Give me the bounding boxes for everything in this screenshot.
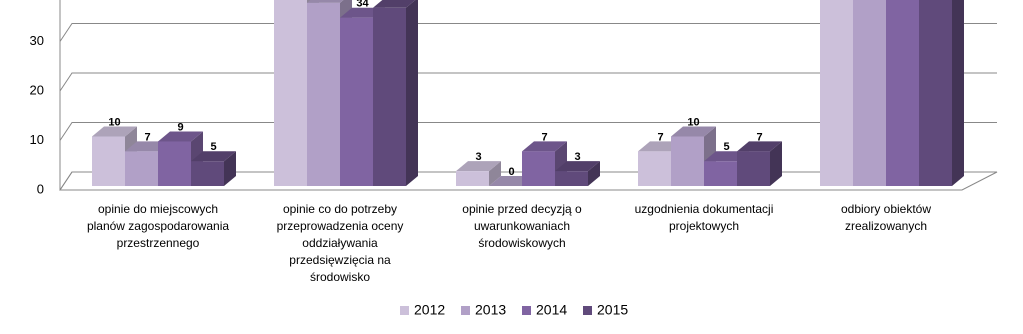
bar bbox=[919, 0, 952, 186]
value-label: 10 bbox=[687, 116, 699, 128]
bar bbox=[92, 136, 125, 186]
bar-side bbox=[770, 141, 782, 186]
bar bbox=[125, 151, 158, 186]
bar-top bbox=[555, 161, 600, 172]
bar bbox=[820, 0, 853, 186]
grid-line bbox=[59, 23, 997, 42]
legend-label: 2012 bbox=[414, 302, 445, 318]
legend-swatch bbox=[583, 306, 592, 315]
value-label: 5 bbox=[210, 141, 216, 153]
bar-top bbox=[671, 126, 716, 137]
legend-swatch bbox=[461, 306, 470, 315]
bar bbox=[456, 171, 489, 186]
bar bbox=[307, 2, 340, 186]
bar-top bbox=[191, 151, 236, 162]
value-label: 7 bbox=[657, 131, 663, 143]
bar-top bbox=[737, 141, 782, 152]
value-label: 7 bbox=[541, 131, 547, 143]
y-tick-label: 30 bbox=[30, 33, 44, 48]
value-label: 9 bbox=[177, 121, 183, 133]
y-tick-label: 20 bbox=[30, 82, 44, 97]
bar bbox=[737, 151, 770, 186]
legend-label: 2015 bbox=[597, 302, 628, 318]
legend-label: 2014 bbox=[536, 302, 567, 318]
bar bbox=[704, 161, 737, 186]
value-label: 7 bbox=[144, 131, 150, 143]
bar bbox=[555, 171, 588, 186]
x-tick-label: uzgodnienia dokumentacji projektowych bbox=[634, 202, 774, 233]
x-tick-label: opinie do miejscowych planów zagospodaro… bbox=[86, 202, 230, 250]
value-label: 5 bbox=[723, 141, 729, 153]
y-tick-label: 10 bbox=[30, 132, 44, 147]
bar-side bbox=[224, 151, 236, 186]
value-label: 3 bbox=[475, 151, 481, 163]
x-tick-label: odbiory obiektów zrealizowanych bbox=[840, 202, 932, 233]
bar bbox=[671, 136, 704, 186]
bar-side bbox=[406, 0, 418, 186]
bar bbox=[274, 0, 307, 186]
value-label: 7 bbox=[756, 131, 762, 143]
bar-top bbox=[307, 0, 344, 3]
value-label: 34 bbox=[356, 0, 369, 10]
value-label: 0 bbox=[508, 166, 514, 178]
bar-side bbox=[952, 0, 964, 186]
grid-line bbox=[59, 122, 997, 141]
bar-top bbox=[373, 0, 416, 8]
x-tick-label: opinie przed decyzją o uwarunkowaniach ś… bbox=[462, 202, 582, 250]
bar bbox=[853, 0, 886, 186]
bar-top bbox=[522, 141, 567, 152]
bar bbox=[886, 0, 919, 186]
bar bbox=[373, 7, 406, 186]
y-tick-label: 0 bbox=[37, 181, 44, 196]
bar-top bbox=[92, 126, 137, 137]
x-tick-label: opinie co do potrzeby przeprowadzenia oc… bbox=[276, 202, 404, 284]
legend-label: 2013 bbox=[475, 302, 506, 318]
bar bbox=[158, 141, 191, 186]
bar-top bbox=[158, 131, 203, 142]
legend-swatch bbox=[400, 306, 409, 315]
value-label: 10 bbox=[108, 116, 120, 128]
bar bbox=[638, 151, 671, 186]
bar-top bbox=[456, 161, 501, 172]
grid-line bbox=[59, 72, 997, 92]
legend-swatch bbox=[522, 306, 531, 315]
bar bbox=[191, 161, 224, 186]
bar-side bbox=[588, 161, 600, 186]
bar bbox=[340, 17, 373, 187]
value-label: 3 bbox=[574, 151, 580, 163]
bar-side bbox=[489, 161, 501, 186]
bar bbox=[522, 151, 555, 186]
